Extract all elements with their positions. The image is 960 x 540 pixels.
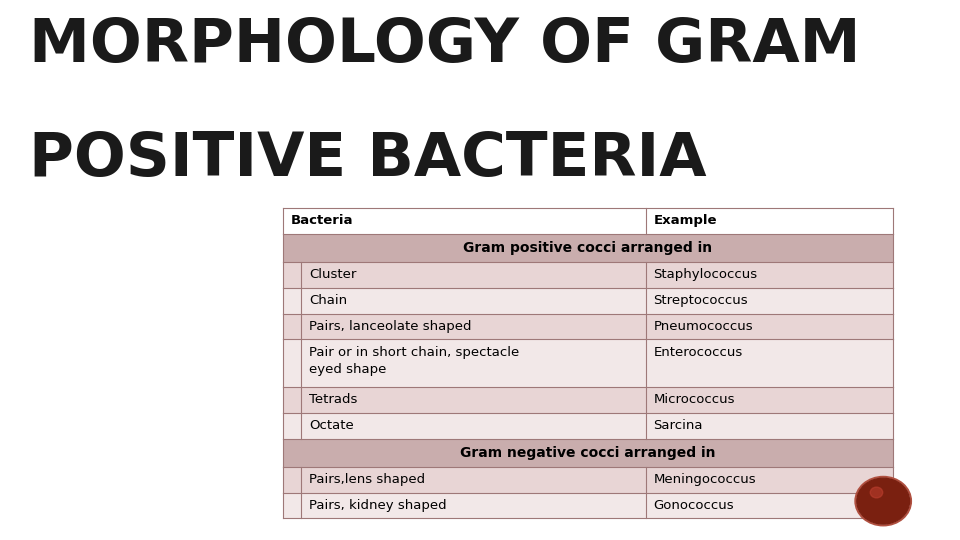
Text: Gram negative cocci arranged in: Gram negative cocci arranged in <box>460 446 716 460</box>
Text: Octate: Octate <box>309 419 354 432</box>
Ellipse shape <box>870 487 883 498</box>
Text: Pairs, lanceolate shaped: Pairs, lanceolate shaped <box>309 320 471 333</box>
Bar <box>283 492 893 518</box>
Bar <box>283 314 301 339</box>
Bar <box>283 234 893 262</box>
Bar <box>283 339 893 387</box>
Bar <box>283 288 893 314</box>
Text: Pair or in short chain, spectacle
eyed shape: Pair or in short chain, spectacle eyed s… <box>309 347 519 376</box>
Text: POSITIVE BACTERIA: POSITIVE BACTERIA <box>29 130 707 188</box>
Bar <box>283 339 301 387</box>
Text: Cluster: Cluster <box>309 268 356 281</box>
Text: Gonococcus: Gonococcus <box>654 499 734 512</box>
Bar <box>283 208 893 234</box>
Text: Pairs,lens shaped: Pairs,lens shaped <box>309 473 425 486</box>
Bar <box>283 288 301 314</box>
Bar <box>283 262 301 288</box>
Text: Example: Example <box>654 214 717 227</box>
Text: Bacteria: Bacteria <box>291 214 353 227</box>
Text: Streptococcus: Streptococcus <box>654 294 748 307</box>
Text: Staphylococcus: Staphylococcus <box>654 268 757 281</box>
Text: Micrococcus: Micrococcus <box>654 393 735 407</box>
Text: Sarcina: Sarcina <box>654 419 703 432</box>
Bar <box>283 438 893 467</box>
Bar <box>283 467 893 492</box>
Bar <box>283 492 301 518</box>
Text: MORPHOLOGY OF GRAM: MORPHOLOGY OF GRAM <box>29 16 860 75</box>
Ellipse shape <box>857 478 910 524</box>
Text: Gram positive cocci arranged in: Gram positive cocci arranged in <box>464 241 712 255</box>
Text: Chain: Chain <box>309 294 348 307</box>
Text: Enterococcus: Enterococcus <box>654 347 743 360</box>
Text: Pneumococcus: Pneumococcus <box>654 320 754 333</box>
Bar <box>283 387 301 413</box>
Bar <box>283 413 301 438</box>
Bar <box>283 314 893 339</box>
Bar <box>283 262 893 288</box>
Bar <box>283 467 301 492</box>
Bar <box>283 413 893 438</box>
Text: Pairs, kidney shaped: Pairs, kidney shaped <box>309 499 446 512</box>
Bar <box>283 387 893 413</box>
Text: Tetrads: Tetrads <box>309 393 357 407</box>
Text: Meningococcus: Meningococcus <box>654 473 756 486</box>
